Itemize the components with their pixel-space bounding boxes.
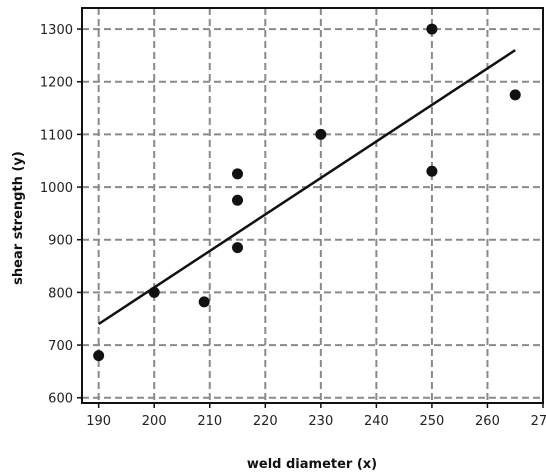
x-tick-label: 270 (531, 414, 546, 429)
x-tick-label: 230 (308, 414, 333, 429)
y-axis-title: shear strength (y) (11, 151, 26, 285)
grid (82, 8, 544, 403)
x-tick-label: 250 (420, 414, 445, 429)
y-tick-label: 600 (48, 392, 73, 407)
y-tick-label: 1100 (40, 128, 73, 143)
x-tick-label: 260 (475, 414, 500, 429)
data-point (509, 89, 521, 101)
data-point (148, 286, 160, 298)
x-tick-label: 240 (364, 414, 389, 429)
data-point (426, 165, 438, 177)
trendline (97, 49, 516, 326)
data-points (93, 23, 521, 362)
x-tick-label: 190 (86, 414, 111, 429)
data-point (232, 194, 244, 206)
y-tick-label: 1200 (40, 76, 73, 91)
data-point (426, 23, 438, 35)
y-tick-labels: 600 700 800 900 1000 1100 1200 1300 (40, 23, 73, 407)
data-point (93, 350, 105, 362)
x-axis-title: weld diameter (x) (247, 457, 377, 472)
y-tick-label: 700 (48, 339, 73, 354)
y-tick-label: 1300 (40, 23, 73, 38)
y-tick-label: 900 (48, 234, 73, 249)
data-point (232, 242, 244, 254)
x-tick-label: 210 (197, 414, 222, 429)
data-point (198, 296, 210, 308)
x-tick-label: 220 (253, 414, 278, 429)
trendline-group (97, 49, 516, 326)
data-point (315, 128, 327, 140)
y-tick-label: 800 (48, 286, 73, 301)
data-point (232, 168, 244, 180)
plot-border (81, 7, 544, 404)
x-tick-label: 200 (142, 414, 167, 429)
x-tick-labels: 190 200 210 220 230 240 250 260 270 (86, 414, 546, 429)
plot-frame (77, 7, 544, 408)
y-tick-label: 1000 (40, 181, 73, 196)
